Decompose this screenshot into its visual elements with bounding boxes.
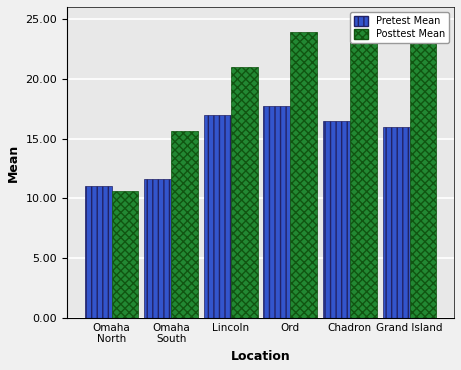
Bar	[350, 39, 377, 318]
Bar	[409, 33, 437, 318]
Bar	[84, 186, 112, 318]
Bar	[144, 179, 171, 318]
Bar	[290, 32, 317, 318]
X-axis label: Location: Location	[230, 350, 290, 363]
Legend: Pretest Mean, Posttest Mean: Pretest Mean, Posttest Mean	[350, 12, 449, 43]
Y-axis label: Mean: Mean	[7, 143, 20, 182]
Bar	[171, 131, 198, 318]
Bar	[263, 106, 290, 318]
Bar	[323, 121, 350, 318]
Bar	[204, 115, 230, 318]
Bar	[112, 191, 138, 318]
Bar	[383, 127, 409, 318]
Bar	[230, 67, 258, 318]
